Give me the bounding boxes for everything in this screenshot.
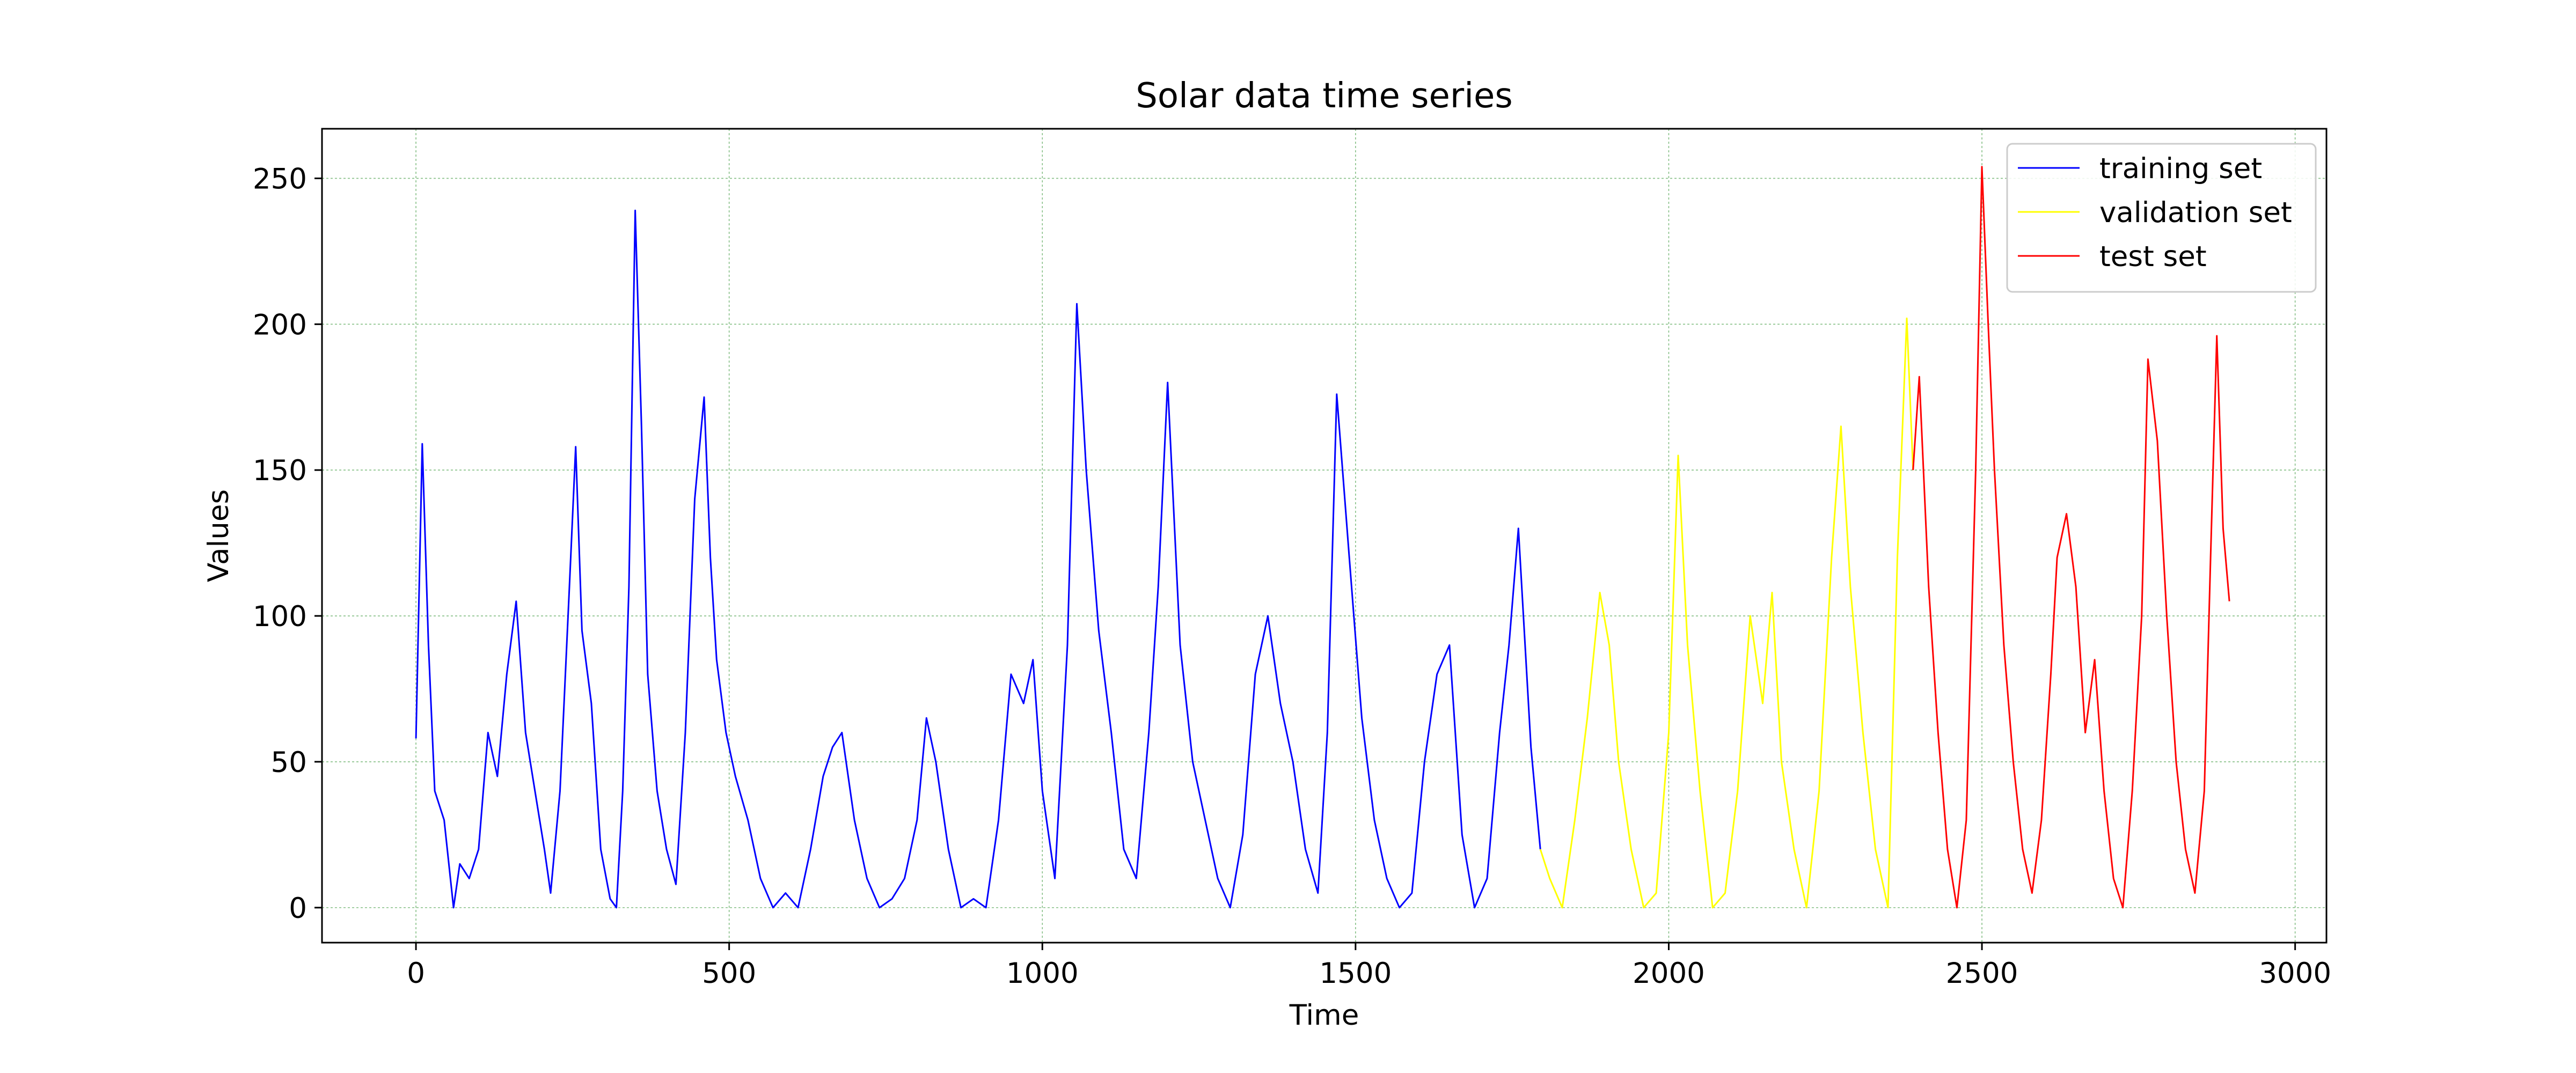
grid xyxy=(322,129,2326,943)
y-axis-label: Values xyxy=(202,489,235,582)
x-tick-label: 0 xyxy=(407,957,425,990)
x-tick-label: 1500 xyxy=(1319,957,1392,990)
x-axis-ticks: 0 500 1000 1500 2000 2500 3000 xyxy=(407,943,2331,990)
y-axis-ticks: 0 50 100 150 200 250 xyxy=(253,163,322,925)
y-tick-label: 250 xyxy=(253,163,307,195)
legend-label: test set xyxy=(2099,240,2207,273)
x-tick-label: 2500 xyxy=(1946,957,2018,990)
series-line-3 xyxy=(1912,166,2230,909)
x-tick-label: 500 xyxy=(702,957,756,990)
y-tick-label: 50 xyxy=(271,746,307,779)
legend: training set validation set test set xyxy=(2006,143,2317,293)
y-tick-label: 0 xyxy=(289,892,307,925)
x-axis-label: Time xyxy=(1289,999,1359,1032)
series-line-2 xyxy=(1539,317,1914,909)
x-tick-label: 2000 xyxy=(1633,957,1705,990)
series-line-1 xyxy=(415,209,1541,909)
x-tick-label: 3000 xyxy=(2259,957,2331,990)
legend-box xyxy=(2006,143,2317,293)
x-tick-label: 1000 xyxy=(1006,957,1079,990)
chart-title: Solar data time series xyxy=(1136,76,1512,116)
plot-frame xyxy=(321,128,2328,944)
y-tick-label: 150 xyxy=(253,454,307,487)
legend-label: validation set xyxy=(2099,196,2292,229)
series-layer xyxy=(415,166,2230,909)
y-tick-label: 200 xyxy=(253,308,307,341)
y-tick-label: 100 xyxy=(253,600,307,633)
legend-label: training set xyxy=(2099,152,2262,185)
